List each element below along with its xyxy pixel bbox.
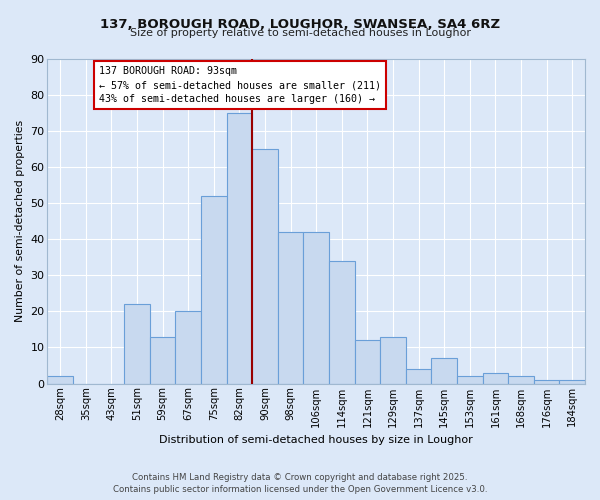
Text: 137 BOROUGH ROAD: 93sqm
← 57% of semi-detached houses are smaller (211)
43% of s: 137 BOROUGH ROAD: 93sqm ← 57% of semi-de… [98,66,380,104]
Bar [227,113,252,384]
Text: Size of property relative to semi-detached houses in Loughor: Size of property relative to semi-detach… [130,28,470,38]
Y-axis label: Number of semi-detached properties: Number of semi-detached properties [15,120,25,322]
Bar [534,380,559,384]
Text: 137, BOROUGH ROAD, LOUGHOR, SWANSEA, SA4 6RZ: 137, BOROUGH ROAD, LOUGHOR, SWANSEA, SA4… [100,18,500,30]
Bar [278,232,304,384]
Bar [355,340,380,384]
Bar [175,312,201,384]
Bar [431,358,457,384]
Bar [380,336,406,384]
Bar [329,261,355,384]
Bar [457,376,482,384]
Text: Contains HM Land Registry data © Crown copyright and database right 2025.
Contai: Contains HM Land Registry data © Crown c… [113,472,487,494]
Bar [252,149,278,384]
Bar [559,380,585,384]
Bar [201,196,227,384]
Bar [482,372,508,384]
Bar [124,304,150,384]
Bar [406,369,431,384]
Bar [508,376,534,384]
X-axis label: Distribution of semi-detached houses by size in Loughor: Distribution of semi-detached houses by … [160,435,473,445]
Bar [304,232,329,384]
Bar [47,376,73,384]
Bar [150,336,175,384]
